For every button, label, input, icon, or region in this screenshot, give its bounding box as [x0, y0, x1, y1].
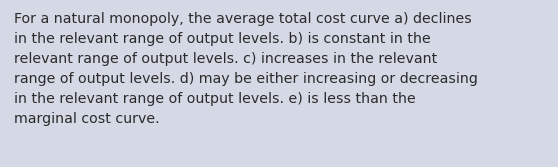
Text: For a natural monopoly, the average total cost curve a) declines
in the relevant: For a natural monopoly, the average tota… [14, 12, 478, 126]
